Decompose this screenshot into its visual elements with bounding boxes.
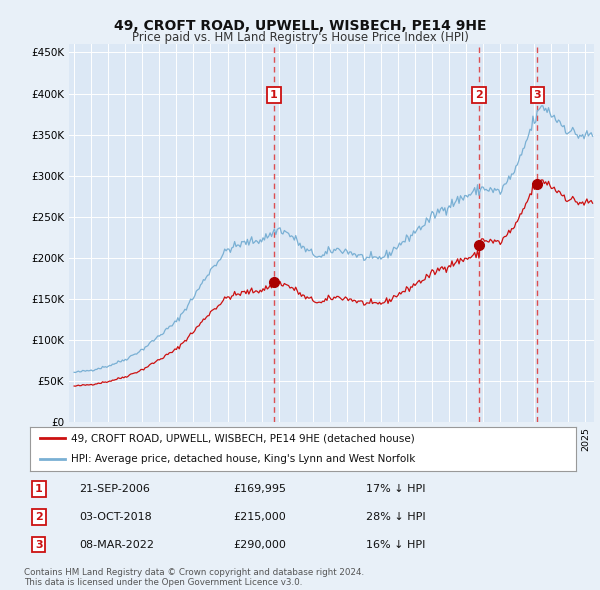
Text: 17% ↓ HPI: 17% ↓ HPI <box>366 484 426 494</box>
Text: Contains HM Land Registry data © Crown copyright and database right 2024.: Contains HM Land Registry data © Crown c… <box>24 568 364 576</box>
Text: 21-SEP-2006: 21-SEP-2006 <box>79 484 150 494</box>
Text: 16% ↓ HPI: 16% ↓ HPI <box>366 539 425 549</box>
Text: 1: 1 <box>35 484 43 494</box>
Text: 2: 2 <box>475 90 483 100</box>
Text: 08-MAR-2022: 08-MAR-2022 <box>79 539 154 549</box>
Text: 49, CROFT ROAD, UPWELL, WISBECH, PE14 9HE (detached house): 49, CROFT ROAD, UPWELL, WISBECH, PE14 9H… <box>71 433 415 443</box>
Text: This data is licensed under the Open Government Licence v3.0.: This data is licensed under the Open Gov… <box>24 578 302 587</box>
Text: HPI: Average price, detached house, King's Lynn and West Norfolk: HPI: Average price, detached house, King… <box>71 454 415 464</box>
Text: 28% ↓ HPI: 28% ↓ HPI <box>366 512 426 522</box>
Text: £215,000: £215,000 <box>234 512 287 522</box>
Text: 1: 1 <box>270 90 278 100</box>
Text: 3: 3 <box>35 539 43 549</box>
Text: 03-OCT-2018: 03-OCT-2018 <box>79 512 152 522</box>
Text: 49, CROFT ROAD, UPWELL, WISBECH, PE14 9HE: 49, CROFT ROAD, UPWELL, WISBECH, PE14 9H… <box>114 19 486 33</box>
Text: £290,000: £290,000 <box>234 539 287 549</box>
Text: Price paid vs. HM Land Registry's House Price Index (HPI): Price paid vs. HM Land Registry's House … <box>131 31 469 44</box>
Text: 3: 3 <box>533 90 541 100</box>
Text: £169,995: £169,995 <box>234 484 287 494</box>
Text: 2: 2 <box>35 512 43 522</box>
